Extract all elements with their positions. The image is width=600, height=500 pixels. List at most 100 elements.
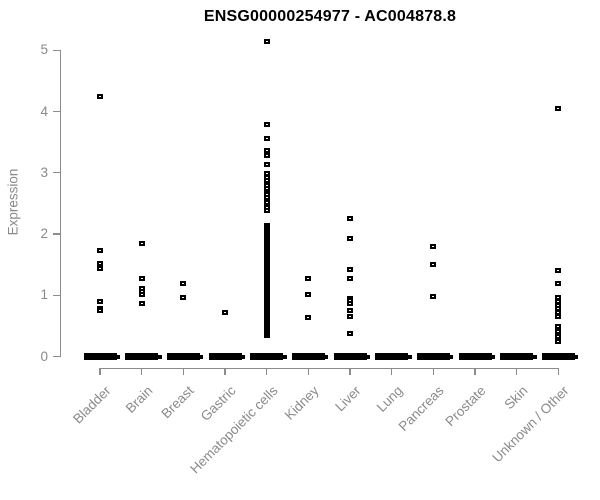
data-point (263, 185, 270, 191)
data-point (347, 266, 353, 272)
zero-value-cluster (83, 353, 117, 360)
x-axis-tick (182, 367, 185, 375)
data-point (97, 261, 103, 267)
x-tick-label: Skin (501, 383, 531, 413)
data-point (555, 314, 562, 320)
data-point (263, 207, 270, 213)
data-point (555, 294, 562, 300)
data-point (180, 294, 187, 300)
y-tick-label: 5 (40, 42, 48, 58)
data-point (222, 310, 228, 316)
data-point-strip (263, 222, 270, 297)
zero-value-cluster-edge (199, 354, 204, 359)
x-axis-tick (224, 367, 226, 375)
x-tick-label: Liver (332, 383, 364, 415)
zero-value-cluster-edge (532, 354, 537, 359)
data-point (347, 216, 353, 222)
data-point (180, 280, 187, 286)
data-point (138, 300, 145, 306)
data-point (263, 147, 270, 153)
data-point (555, 310, 562, 316)
data-point (555, 280, 562, 286)
x-axis-tick (515, 367, 518, 375)
x-axis-tick (557, 367, 560, 375)
data-point (430, 262, 437, 268)
data-point (263, 162, 270, 168)
y-tick-label: 3 (40, 164, 48, 180)
data-point (347, 314, 353, 320)
zero-value-cluster (208, 353, 242, 360)
y-axis-tick (53, 233, 60, 235)
zero-value-cluster-edge (324, 354, 329, 359)
zero-value-cluster-edge (574, 354, 579, 359)
y-tick-label: 1 (40, 287, 48, 303)
zero-value-cluster-edge (407, 354, 412, 359)
x-axis-tick (349, 367, 351, 375)
data-point (347, 276, 353, 282)
x-axis-tick (99, 367, 101, 375)
data-point (97, 94, 103, 100)
x-axis-tick (390, 367, 393, 375)
x-tick-label: Gastric (197, 383, 239, 424)
x-tick-label: Prostate (442, 383, 489, 430)
x-tick-label: Unknown / Other (489, 383, 572, 466)
data-point-strip (263, 294, 270, 339)
data-point (97, 265, 103, 271)
data-point (347, 307, 353, 313)
data-point (305, 291, 312, 297)
zero-value-cluster (125, 353, 159, 360)
data-point (138, 292, 145, 298)
zero-value-cluster-edge (241, 354, 245, 359)
data-point (263, 39, 270, 45)
data-point (305, 314, 312, 320)
data-point (555, 105, 562, 111)
y-axis-tick (53, 294, 60, 297)
zero-value-cluster (541, 353, 575, 360)
data-point (97, 247, 103, 253)
zero-value-cluster (500, 353, 534, 360)
data-point (347, 300, 353, 306)
zero-value-cluster (291, 353, 325, 360)
y-axis-line (60, 50, 62, 358)
y-axis-tick (53, 356, 60, 358)
x-axis-tick (140, 367, 143, 375)
data-point (263, 121, 270, 127)
zero-value-cluster (333, 353, 367, 360)
chart-title: ENSG00000254977 - AC004878.8 (203, 8, 457, 25)
data-point (555, 267, 562, 273)
y-axis-tick (53, 172, 60, 174)
x-axis-tick (307, 367, 310, 375)
data-point (555, 329, 562, 335)
zero-value-cluster-edge (449, 354, 454, 359)
data-point (138, 275, 145, 281)
zero-value-cluster-edge (282, 354, 287, 359)
data-point (263, 135, 270, 141)
y-axis-tick (53, 49, 60, 51)
data-point (138, 240, 145, 246)
data-point (97, 308, 103, 314)
x-tick-label: Breast (158, 383, 197, 422)
x-axis-line (100, 367, 560, 369)
x-axis-tick (265, 367, 268, 375)
zero-value-cluster-edge (491, 354, 495, 359)
x-axis-tick (432, 367, 435, 375)
zero-value-cluster (375, 353, 409, 360)
zero-value-cluster (166, 353, 200, 360)
data-point (97, 299, 103, 305)
data-point (555, 333, 562, 339)
x-tick-label: Brain (122, 383, 156, 416)
x-tick-label: Kidney (282, 383, 322, 423)
zero-value-cluster-edge (157, 354, 162, 359)
data-point (430, 294, 437, 300)
zero-value-cluster (416, 353, 450, 360)
zero-value-cluster (250, 353, 284, 360)
zero-value-cluster-edge (366, 354, 370, 359)
zero-value-cluster-edge (116, 354, 120, 359)
y-axis-tick (53, 110, 60, 113)
y-tick-label: 0 (40, 348, 48, 364)
data-point (347, 330, 353, 336)
data-point (555, 324, 562, 330)
data-point (347, 235, 353, 241)
data-point (555, 339, 562, 345)
